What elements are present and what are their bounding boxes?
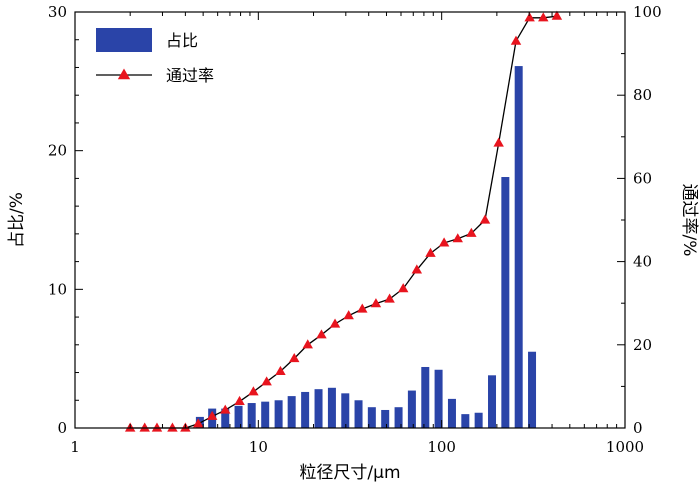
bar [301, 391, 310, 428]
bar [274, 400, 283, 428]
bar [434, 369, 443, 428]
y-right-tick-label: 100 [633, 3, 662, 21]
bar [501, 177, 510, 428]
bar [234, 405, 243, 428]
line-point [357, 303, 368, 313]
line-point [397, 283, 409, 293]
line-point [370, 298, 382, 308]
line-point [493, 137, 504, 147]
y-left-tick-label: 30 [48, 3, 67, 21]
line-point [329, 318, 341, 328]
bar [381, 409, 390, 428]
ticks-layer [74, 11, 626, 429]
bar [247, 403, 256, 428]
bar [261, 401, 270, 428]
line-layer [124, 10, 563, 432]
y-right-tick-label: 40 [633, 253, 652, 271]
line-point [438, 237, 450, 247]
line-point [425, 247, 436, 257]
line-point [167, 422, 178, 432]
y-left-tick-label: 10 [48, 280, 67, 298]
line-point [479, 214, 491, 224]
bars-layer [195, 66, 537, 428]
line-point [452, 233, 463, 243]
line-point [343, 310, 354, 320]
line-point [411, 264, 423, 274]
line-point [248, 386, 259, 396]
line-point [302, 339, 313, 349]
y-left-tick-label: 20 [48, 142, 67, 160]
legend-line-label: 通过率 [166, 66, 214, 85]
line-point [466, 227, 477, 237]
y-right-tick-label: 20 [633, 336, 652, 354]
bar [461, 414, 470, 428]
bar [367, 407, 376, 428]
bar [354, 400, 363, 428]
bar [514, 66, 523, 428]
right-y-axis-title: 通过率/% [679, 184, 699, 257]
bar [221, 408, 230, 428]
bar [421, 366, 430, 428]
line-point [510, 35, 522, 45]
line-point [538, 12, 549, 22]
legend-bar-swatch [96, 28, 152, 52]
line-point [139, 422, 150, 432]
line-point [551, 10, 563, 20]
plot-frame [74, 11, 626, 429]
x-tick-label: 1000 [606, 438, 644, 456]
bar [314, 389, 323, 428]
x-tick-label: 100 [427, 438, 456, 456]
line-point [261, 376, 272, 386]
bar [341, 393, 350, 428]
y-right-tick-label: 80 [633, 86, 652, 104]
line-point [234, 395, 245, 405]
y-left-tick-label: 0 [57, 419, 67, 437]
line-point [289, 353, 300, 363]
bar [327, 387, 336, 428]
bar [488, 375, 497, 428]
line-point [384, 293, 395, 303]
bar [447, 398, 456, 428]
line-point [151, 422, 163, 432]
line-point [220, 404, 231, 414]
line-point [275, 365, 286, 375]
bar [394, 407, 403, 428]
x-tick-label: 1 [70, 438, 80, 456]
bar [528, 351, 537, 428]
y-right-tick-label: 0 [633, 419, 643, 437]
left-y-axis-title: 占比/% [7, 192, 27, 248]
line-point [524, 12, 535, 22]
legend-bar-label: 占比 [166, 31, 198, 50]
legend-marker-icon [117, 68, 131, 80]
legend: 占比 通过率 [96, 28, 214, 85]
y-right-tick-label: 60 [633, 169, 652, 187]
line-point [192, 418, 204, 428]
bar [407, 390, 416, 428]
x-axis-title: 粒径尺寸/μm [299, 463, 400, 483]
bar [474, 412, 483, 428]
x-tick-label: 10 [249, 438, 268, 456]
line-point [316, 329, 327, 339]
line-point [206, 410, 218, 420]
bar [287, 396, 296, 428]
